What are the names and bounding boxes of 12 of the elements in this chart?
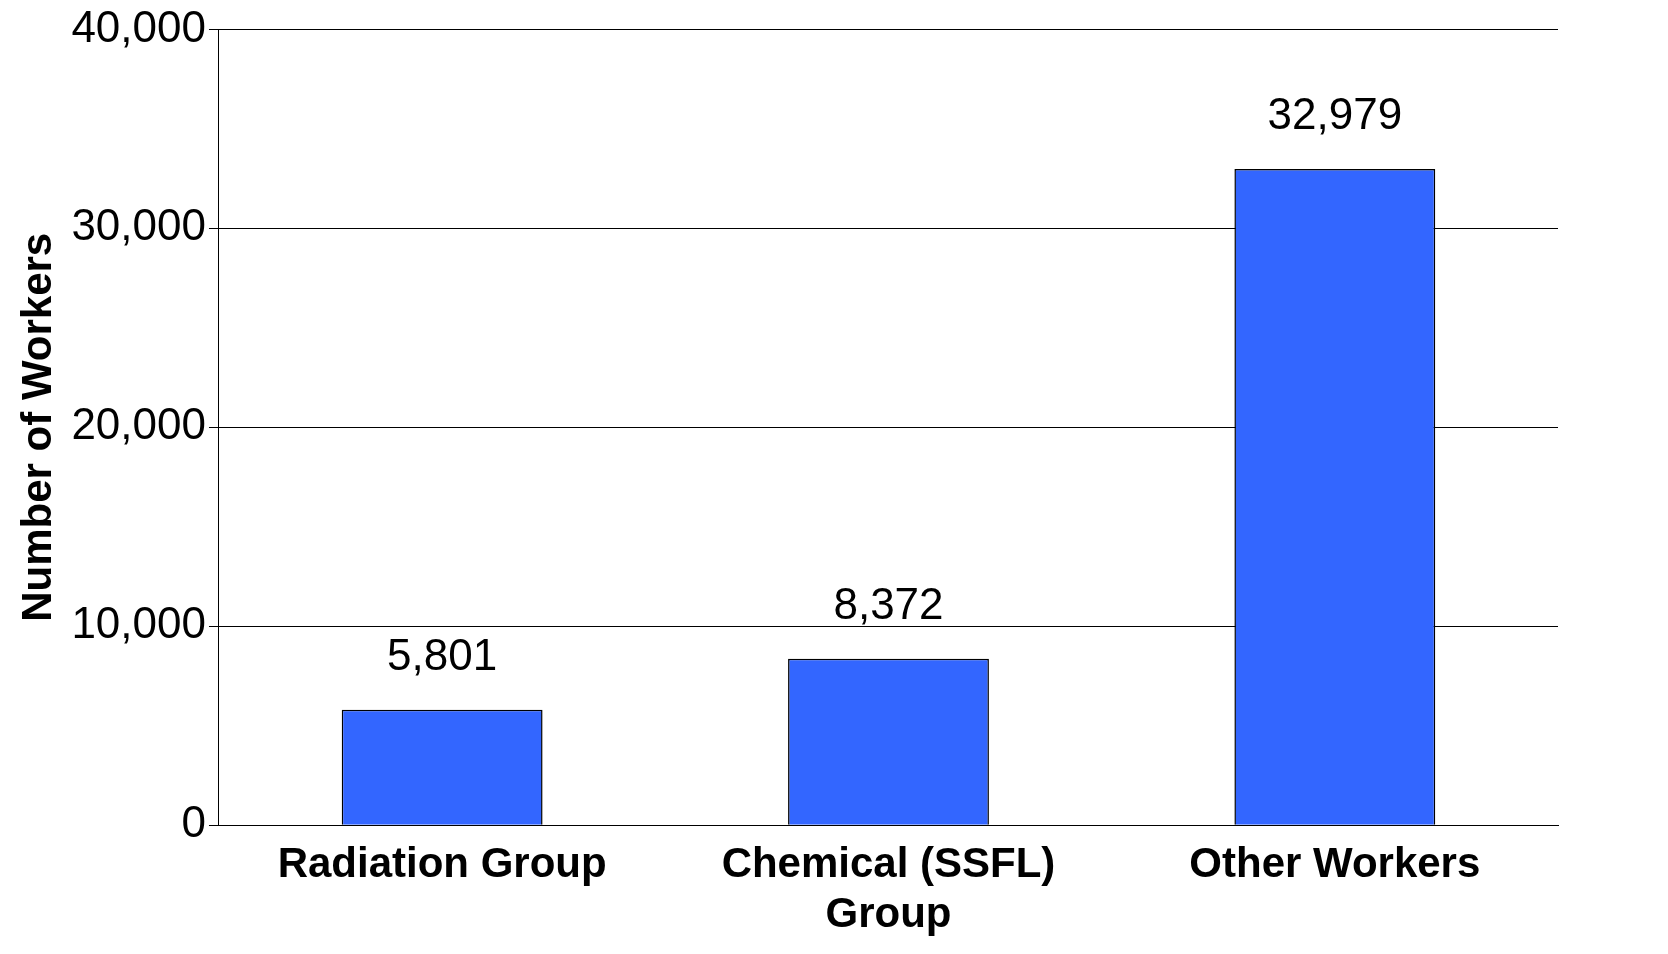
x-tick-label: Chemical (SSFL) Group <box>721 838 1056 937</box>
x-tick-label: Other Workers <box>1189 838 1481 886</box>
data-label: 8,372 <box>833 578 944 628</box>
y-tick-label: 40,000 <box>71 1 206 51</box>
y-tick-label: 30,000 <box>71 200 206 250</box>
data-label: 5,801 <box>387 629 498 679</box>
data-label: 32,979 <box>1267 89 1403 139</box>
y-tick-label: 0 <box>181 797 206 847</box>
y-tick-label: 10,000 <box>71 598 206 648</box>
x-tick-label: Radiation Group <box>277 838 607 886</box>
y-axis-title: Number of Workers <box>12 232 60 622</box>
y-tick-label: 20,000 <box>71 399 206 449</box>
